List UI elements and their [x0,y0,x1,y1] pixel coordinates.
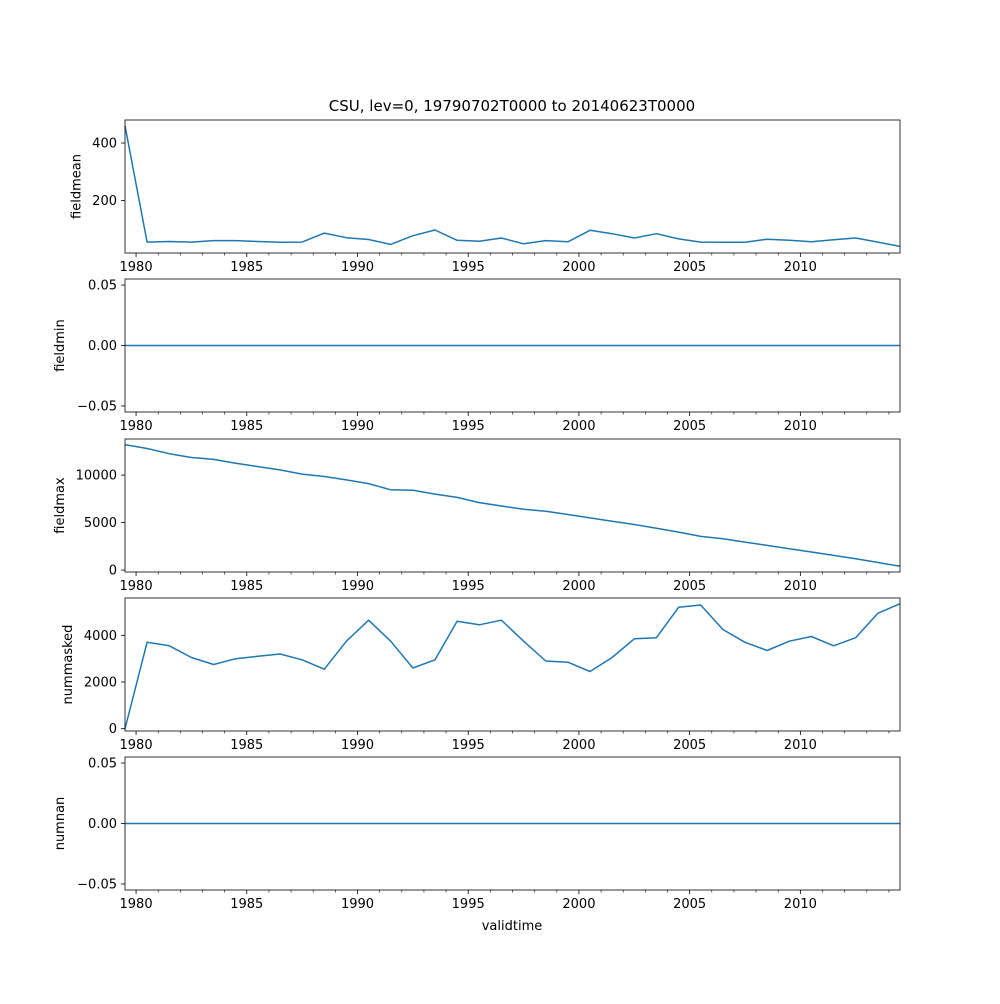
y-tick-label: 0.00 [88,817,117,832]
x-tick-label: 1985 [230,419,263,434]
panel-nummasked: 1980 1985 1990 1995 2000 2005 2010 0 2000 4000 num… [61,597,901,753]
x-tick-label: 2005 [673,897,706,912]
y-axis-label: fieldmean [69,154,84,219]
x-tick-label: 1990 [341,260,374,275]
y-tick-label: 0.05 [88,279,117,294]
x-tick-label: 1980 [120,419,153,434]
x-tick-label: 1985 [230,579,263,594]
y-tick-label: 0.05 [88,757,117,772]
x-tick-label: 1980 [120,260,153,275]
x-tick-label: 1985 [230,738,263,753]
x-tick-label: 1980 [120,897,153,912]
y-tick-label: −0.05 [77,399,117,414]
x-tick-label: 1995 [452,260,485,275]
series-line-fieldmean [124,125,901,248]
y-tick-label: 0.00 [88,339,117,354]
panel-fieldmean: 1980 1985 1990 1995 2000 2005 2010 200 400 fieldm… [69,119,901,275]
x-tick-label: 1995 [452,738,485,753]
x-tick-label: 2010 [784,579,817,594]
y-axis-label: fieldmax [53,477,68,534]
y-axis-label: fieldmin [53,319,68,372]
axes-frame [124,756,901,891]
x-tick-label: 2005 [673,738,706,753]
axes-frame [124,119,901,254]
x-tick-label: 1990 [341,579,374,594]
y-tick-label: 0 [109,722,117,737]
series-line-fieldmax [124,443,901,568]
x-tick-label: 2005 [673,260,706,275]
y-axis-label: numnan [53,797,68,851]
x-tick-label: 1990 [341,738,374,753]
x-tick-label: 2000 [562,897,595,912]
x-tick-label: 2005 [673,419,706,434]
axes-frame [124,278,901,413]
y-tick-label: 200 [92,194,117,209]
x-tick-label: 1995 [452,897,485,912]
x-tick-label: 1990 [341,419,374,434]
y-tick-label: 4000 [84,629,117,644]
x-tick-label: 1995 [452,579,485,594]
y-tick-label: 10000 [76,469,117,484]
x-tick-label: 1990 [341,897,374,912]
chart-title: CSU, lev=0, 19790702T0000 to 20140623T00… [329,97,695,115]
x-tick-label: 2000 [562,260,595,275]
y-axis-label: nummasked [61,625,76,705]
y-tick-label: 2000 [84,676,117,691]
panel-numnan: 1980 1985 1990 1995 2000 2005 2010 −0.05 0.00 0.0… [53,756,901,912]
x-axis-label: validtime [482,919,543,934]
x-tick-label: 2010 [784,260,817,275]
x-tick-label: 2000 [562,579,595,594]
x-tick-label: 1985 [230,260,263,275]
y-tick-label: −0.05 [77,877,117,892]
series-line-nummasked [124,603,901,729]
y-tick-label: 400 [92,137,117,152]
x-tick-label: 1980 [120,738,153,753]
x-tick-label: 1980 [120,579,153,594]
x-tick-label: 2000 [562,419,595,434]
x-tick-label: 1985 [230,897,263,912]
panel-fieldmax: 1980 1985 1990 1995 2000 2005 2010 0 5000 10000 fi… [53,438,901,594]
axes-frame [124,438,901,573]
axes-frame [124,597,901,732]
x-tick-label: 2010 [784,738,817,753]
y-tick-label: 5000 [84,516,117,531]
x-tick-label: 2005 [673,579,706,594]
panel-fieldmin: 1980 1985 1990 1995 2000 2005 2010 −0.05 0.00 0.0… [53,278,901,434]
x-tick-label: 2010 [784,897,817,912]
x-tick-label: 2010 [784,419,817,434]
x-tick-label: 1995 [452,419,485,434]
y-tick-label: 0 [109,564,117,579]
x-tick-label: 2000 [562,738,595,753]
